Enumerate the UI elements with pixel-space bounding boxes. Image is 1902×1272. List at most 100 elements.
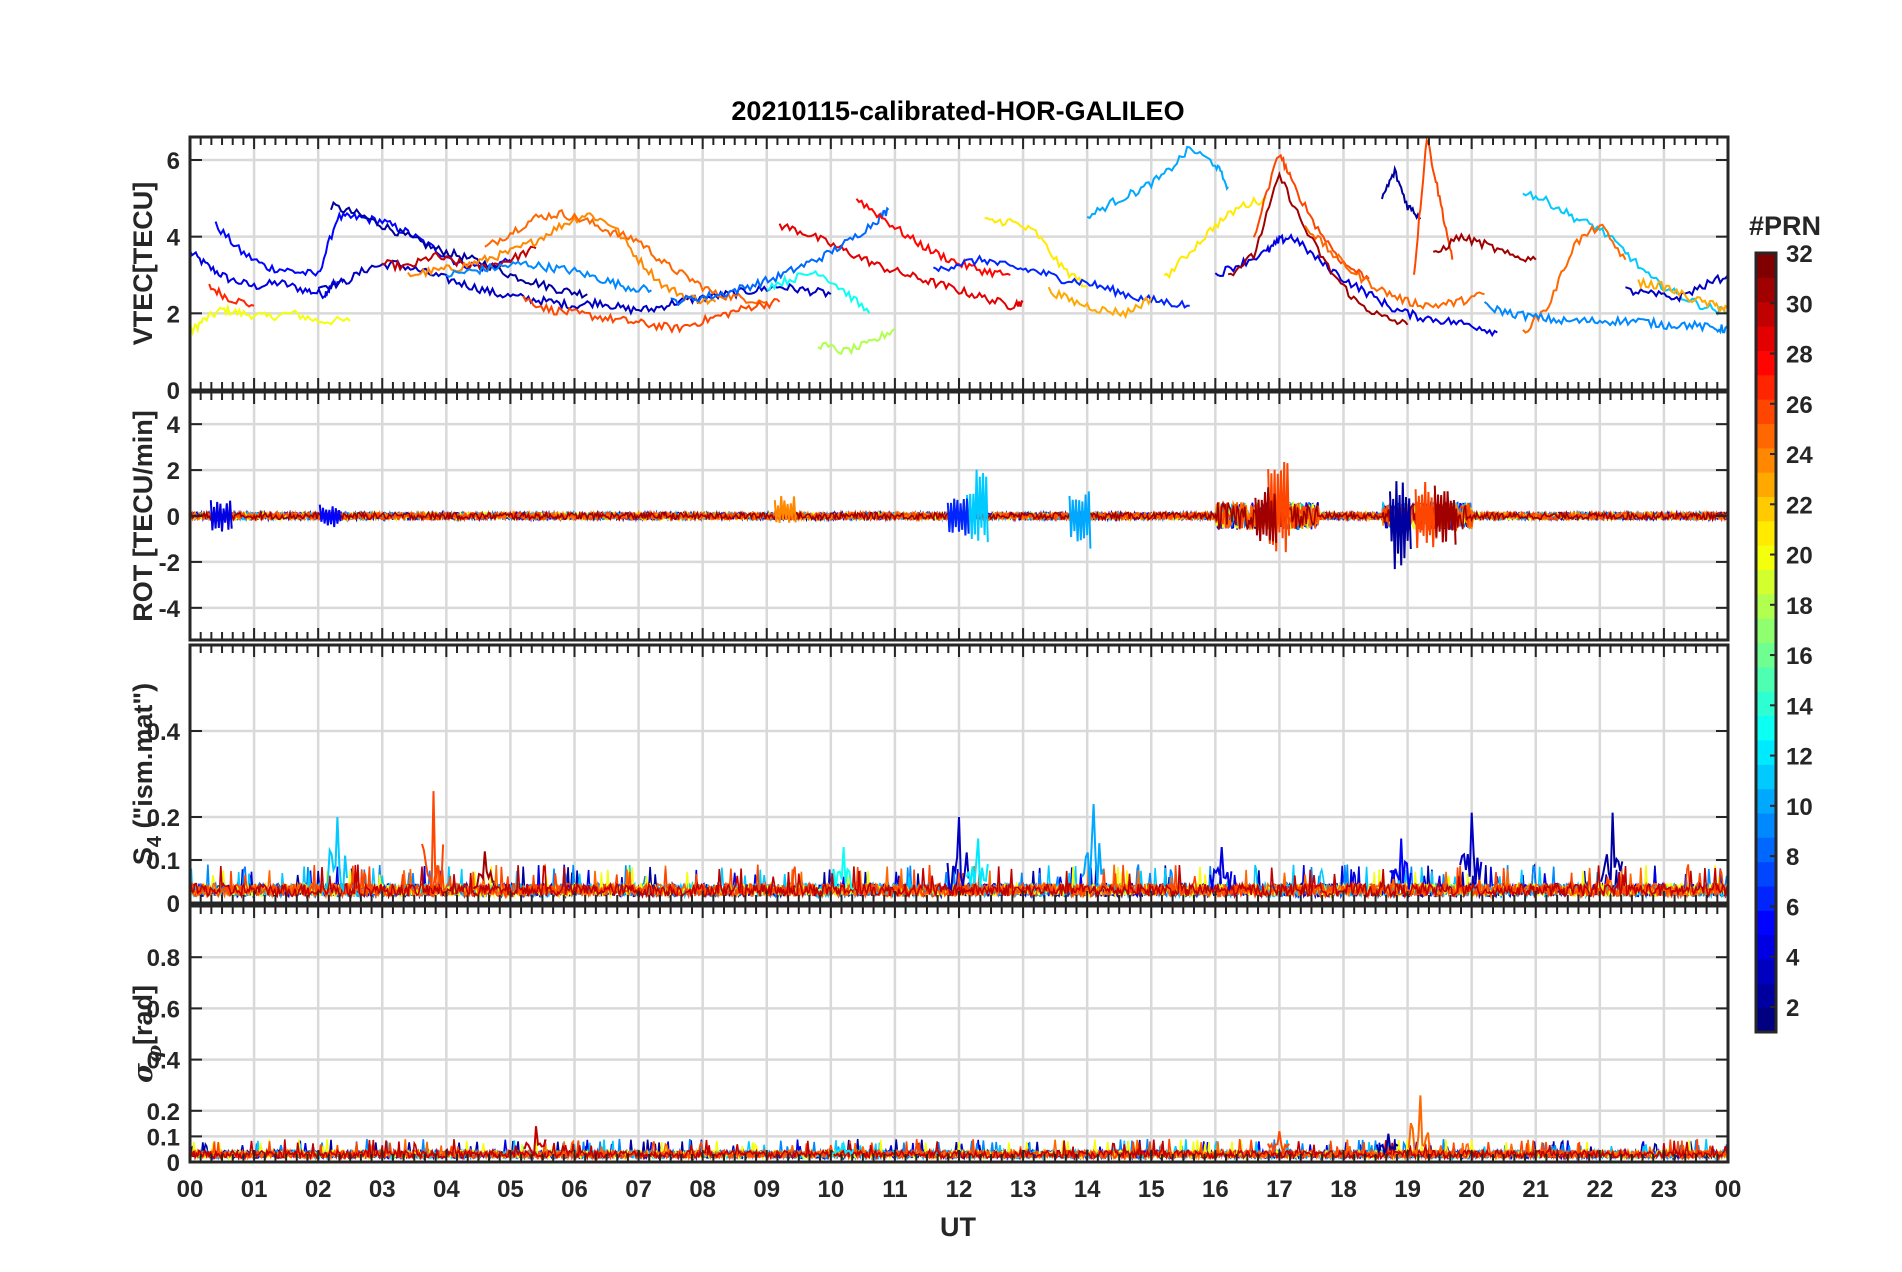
panel-sigma-ytick-label: 0.8: [147, 945, 180, 972]
x-tick-label: 14: [1074, 1176, 1101, 1203]
sigma-spike-3: [1375, 1133, 1399, 1157]
colorbar-label: #PRN: [1749, 211, 1821, 241]
vtec-series-prn-26-26: [1413, 137, 1454, 275]
colorbar-segment: [1756, 277, 1776, 303]
colorbar-tick-label: 16: [1786, 643, 1813, 670]
panel-rot-ytick-label: -2: [159, 550, 180, 577]
panel-sigma-ytick-label: 0.4: [147, 1048, 181, 1075]
vtec-series-prn-21-16: [984, 217, 1088, 288]
panel-rot-ytick-label: 2: [167, 458, 180, 485]
rot-spike-2: [773, 495, 797, 523]
colorbar-segment: [1756, 472, 1776, 498]
rot-spike-4: [946, 498, 970, 536]
sigma-spike-2: [1266, 1131, 1290, 1154]
panel-rot-ylabel: ROT [TECU/min]: [128, 410, 158, 621]
vtec-series-prn-8-12: [670, 206, 890, 307]
rot-spike-9: [1414, 481, 1438, 549]
vtec-series-prn-23-18: [1047, 286, 1153, 320]
panel-sigma-ylabel: σφ[rad]: [128, 985, 166, 1083]
colorbar-segment: [1756, 496, 1776, 522]
vtec-series-prn-4-21: [1214, 233, 1498, 338]
x-tick-label: 15: [1138, 1176, 1165, 1203]
colorbar-tick-label: 10: [1786, 794, 1813, 821]
vtec-series-prn-31-27: [1432, 232, 1537, 263]
x-tick-label: 00: [177, 1176, 204, 1203]
vtec-series-prn-26-23: [1252, 153, 1370, 282]
colorbar-segment: [1756, 326, 1776, 351]
colorbar-segment: [1756, 593, 1776, 619]
rot-spike-3: [966, 469, 989, 543]
vtec-series-prn-28-15: [855, 198, 1011, 279]
x-tick-label: 17: [1266, 1176, 1293, 1203]
vtec-series-prn-11-28: [1522, 190, 1728, 316]
x-tick-label: 00: [1715, 1176, 1742, 1203]
colorbar-segment: [1756, 812, 1776, 838]
rot-spike-0: [209, 500, 233, 532]
colorbar-tick-label: 22: [1786, 492, 1813, 519]
vtec-series-prn-24-7: [407, 212, 717, 306]
panel-s4-ylabel: S4 ("ism.mat"): [128, 683, 166, 865]
x-tick-label: 22: [1586, 1176, 1613, 1203]
s4-spike-1: [421, 791, 445, 888]
vtec-series-prn-9-30: [1483, 301, 1728, 335]
colorbar-segment: [1756, 253, 1776, 278]
colorbar-tick-label: 18: [1786, 593, 1813, 620]
x-tick-label: 04: [433, 1176, 460, 1203]
vtec-series-prn-10-19: [1086, 145, 1229, 220]
vtec-series-prn-2-4: [330, 200, 588, 300]
panel-vtec-ytick-label: 2: [167, 301, 180, 328]
colorbar-segment: [1756, 545, 1776, 571]
colorbar-tick-label: 8: [1786, 844, 1799, 871]
colorbar-segment: [1756, 399, 1776, 424]
colorbar-segment: [1756, 910, 1776, 936]
s4-spike-10: [1389, 838, 1412, 890]
colorbar-segment: [1756, 861, 1776, 887]
s4-spike-7: [1209, 847, 1233, 891]
x-tick-label: 09: [753, 1176, 780, 1203]
colorbar-segment: [1756, 642, 1776, 668]
x-tick-label: 05: [497, 1176, 524, 1203]
sigma-spike-1: [831, 1140, 855, 1157]
colorbar-segment: [1756, 301, 1776, 327]
panel-s4-ytick-label: 0.4: [147, 719, 181, 746]
panel-sigma-ytick-label: 0: [167, 1150, 180, 1177]
colorbar-segment: [1756, 350, 1776, 376]
panel-s4-grid: [188, 645, 1730, 905]
s4-spike-0: [324, 816, 348, 894]
colorbar-frame: [1754, 251, 1778, 1034]
sigma-spike-0: [523, 1126, 547, 1157]
colorbar-segment: [1756, 691, 1776, 717]
x-tick-label: 18: [1330, 1176, 1357, 1203]
panel-rot-ytick-label: -4: [159, 596, 181, 623]
colorbar-segment: [1756, 958, 1776, 984]
vtec-series-prn-4-0: [190, 250, 345, 300]
panel-rot-ytick-label: 4: [167, 412, 181, 439]
colorbar-segment: [1756, 374, 1776, 400]
panel-vtec-data: [190, 137, 1728, 356]
x-tick-label: 03: [369, 1176, 396, 1203]
panel-vtec-ylabel: VTEC[TECU]: [128, 182, 158, 346]
colorbar-tick-label: 4: [1786, 945, 1800, 972]
rot-spike-1: [318, 504, 342, 528]
colorbar-tick-label: 12: [1786, 744, 1813, 771]
colorbar-tick-label: 20: [1786, 543, 1813, 570]
vtec-series-prn-20-1: [190, 303, 351, 337]
x-tick-label: 07: [625, 1176, 652, 1203]
vtec-series-prn-25-24: [1304, 225, 1485, 310]
x-tick-label: 13: [1010, 1176, 1037, 1203]
colorbar-segment: [1756, 983, 1776, 1009]
x-tick-label: 16: [1202, 1176, 1229, 1203]
vtec-series-prn-25-8: [484, 208, 768, 305]
chart-title: 20210115-calibrated-HOR-GALILEO: [731, 96, 1184, 126]
s4-spike-2: [472, 851, 495, 890]
vtec-series-prn-29-11: [778, 222, 1024, 311]
colorbar-tick-label: 24: [1786, 442, 1813, 469]
x-tick-label: 10: [817, 1176, 844, 1203]
x-tick-label: 02: [305, 1176, 332, 1203]
panel-vtec-ytick-label: 6: [167, 148, 180, 175]
panel-s4-ytick-label: 0: [167, 891, 180, 918]
panel-s4-ytick-label: 0.1: [147, 848, 180, 875]
x-tick-label: 12: [946, 1176, 973, 1203]
vtec-series-prn-3-31: [1625, 273, 1728, 303]
